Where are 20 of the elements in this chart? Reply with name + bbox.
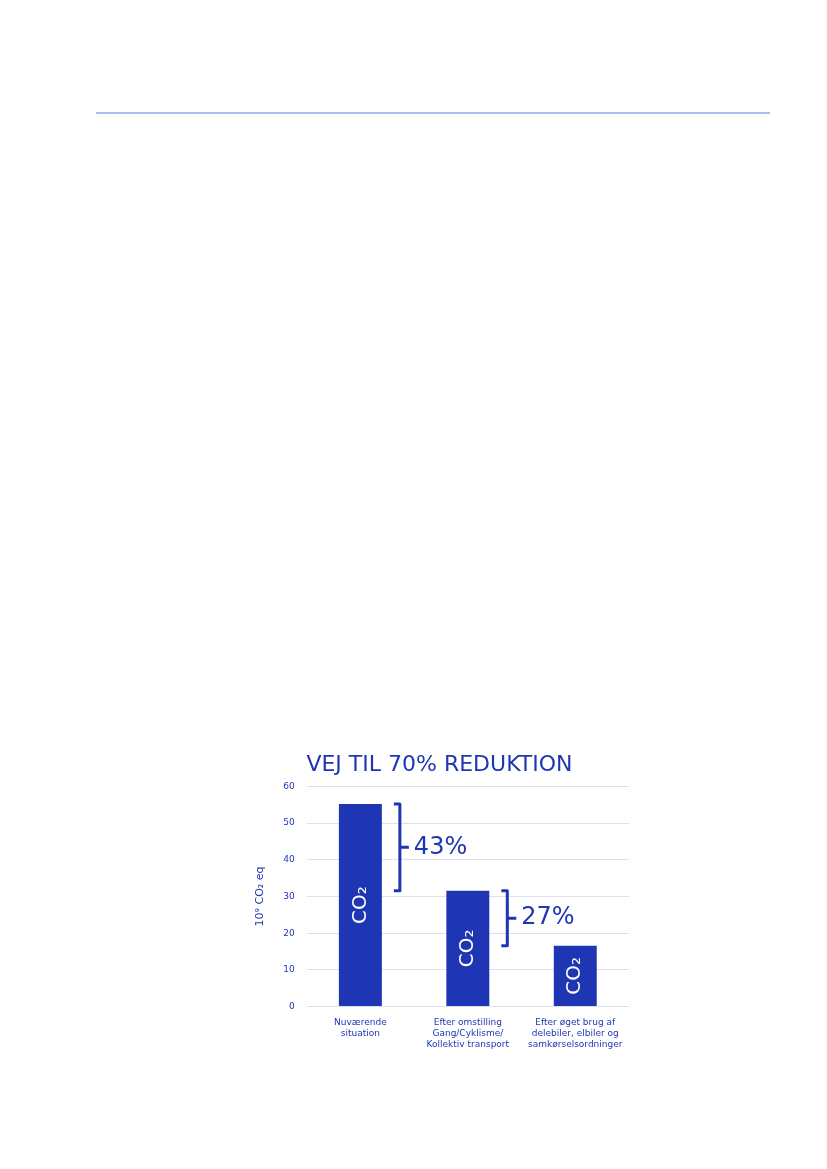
y-axis-title: 10⁹ CO₂ eq	[253, 866, 267, 927]
y-tick-label: 40	[283, 854, 295, 865]
annotation: 27%	[521, 902, 575, 931]
bar	[338, 804, 382, 1007]
chart-title: VEJ TIL 70% REDUKTION	[306, 750, 573, 776]
y-tick-label: 0	[288, 1000, 295, 1011]
annotation: 43%	[413, 831, 468, 860]
bar	[446, 890, 490, 1007]
y-tick-label: 20	[283, 927, 295, 938]
y-tick-label: 10	[283, 964, 295, 975]
annotation: CO₂	[454, 929, 479, 968]
y-tick-label: 50	[283, 817, 295, 828]
x-tick-label: Efter omstilling Gang/Cyklisme/ Kollektiv transport	[426, 1017, 510, 1049]
y-tick-label: 30	[283, 890, 295, 901]
x-tick-label: Efter øget brug af delebiler, elbiler og samkørselsordninger	[528, 1017, 623, 1049]
annotation: CO₂	[346, 886, 371, 924]
y-tick-label: 60	[283, 780, 295, 791]
bar	[553, 945, 597, 1007]
annotation: CO₂	[561, 957, 586, 995]
x-tick-label: Nuværende situation	[334, 1017, 388, 1039]
